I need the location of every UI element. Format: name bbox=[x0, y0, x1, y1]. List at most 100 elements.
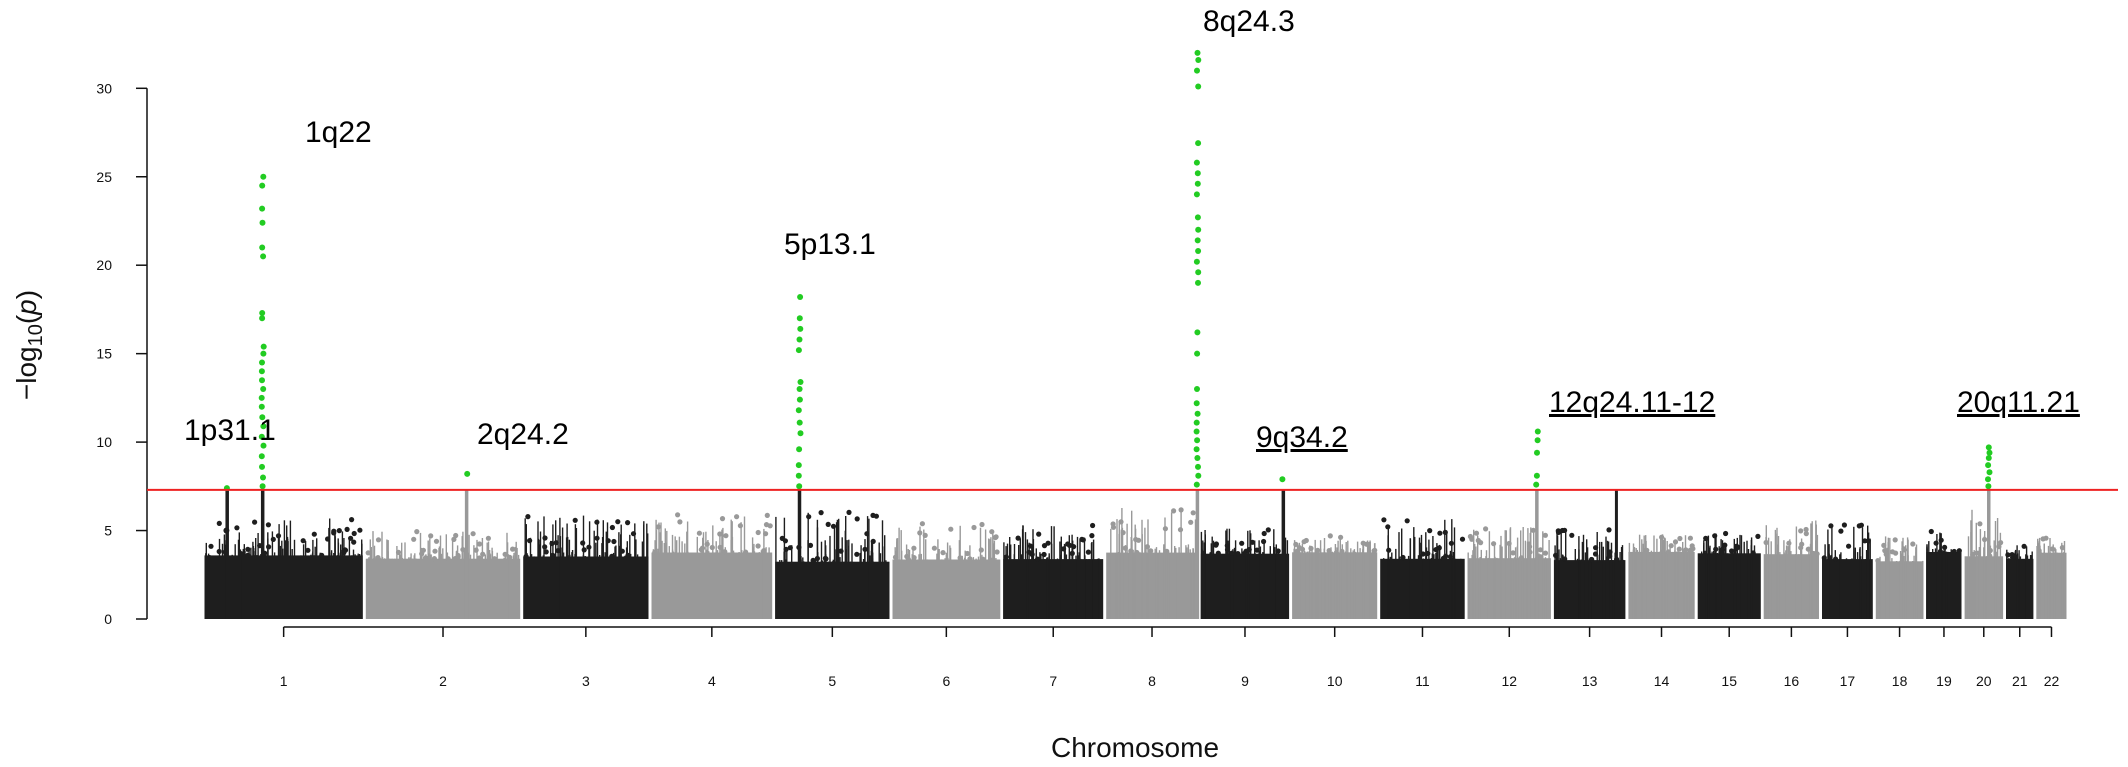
chromosome-13-snps bbox=[1553, 527, 1626, 619]
significant-snp bbox=[1195, 140, 1202, 147]
snp-point bbox=[1315, 547, 1321, 554]
significant-snp bbox=[1194, 170, 1201, 177]
y-tick-label: 25 bbox=[96, 169, 112, 185]
snp-point bbox=[265, 522, 271, 528]
chromosome-11-snps bbox=[1380, 517, 1466, 619]
significant-snp bbox=[1985, 483, 1992, 490]
chromosome-14-snps bbox=[1628, 534, 1696, 619]
chromosome-6-snps bbox=[892, 521, 1001, 619]
snp-point bbox=[717, 531, 723, 537]
significant-snp bbox=[796, 483, 803, 490]
snp-point bbox=[1400, 554, 1406, 561]
snp-point bbox=[1437, 530, 1443, 536]
significant-snp bbox=[258, 433, 265, 440]
significant-snp bbox=[1533, 472, 1540, 479]
snp-point bbox=[1892, 537, 1898, 543]
significant-snp bbox=[1194, 214, 1201, 221]
snp-point bbox=[719, 516, 726, 522]
x-tick-label-chr-2: 2 bbox=[439, 673, 447, 689]
snp-point bbox=[270, 536, 276, 543]
snp-point bbox=[940, 550, 946, 556]
snp-point bbox=[1275, 548, 1281, 554]
significant-snp bbox=[258, 368, 265, 375]
snp-point bbox=[1261, 538, 1267, 545]
snp-point bbox=[1371, 548, 1377, 554]
snp-point bbox=[431, 556, 437, 562]
significant-snp bbox=[1195, 269, 1202, 276]
snp-point bbox=[763, 531, 769, 537]
significant-snp bbox=[259, 182, 266, 189]
snp-point bbox=[1910, 541, 1916, 547]
snp-point bbox=[344, 526, 350, 533]
snp-point bbox=[1537, 547, 1544, 553]
snp-point bbox=[470, 531, 476, 537]
locus-label-2q24-2: 2q24.2 bbox=[477, 418, 569, 451]
snp-point bbox=[238, 551, 244, 557]
significant-snp bbox=[1193, 446, 1200, 453]
snp-point bbox=[473, 547, 479, 553]
chromosome-18-snps bbox=[1875, 536, 1924, 619]
snp-point bbox=[782, 538, 789, 544]
locus-label-8q24-3: 8q24.3 bbox=[1203, 5, 1295, 38]
snp-point bbox=[807, 542, 814, 549]
snp-point bbox=[1229, 550, 1235, 556]
snp-point bbox=[696, 530, 703, 536]
snp-point bbox=[979, 521, 985, 528]
x-tick-label-chr-19: 19 bbox=[1936, 673, 1952, 689]
snp-point bbox=[1722, 542, 1728, 548]
snp-point bbox=[630, 531, 637, 537]
snp-point bbox=[1982, 536, 1988, 543]
snp-point bbox=[723, 533, 729, 539]
snp-point bbox=[331, 528, 337, 534]
significant-snp bbox=[1194, 410, 1201, 417]
chromosome-16-snps bbox=[1763, 520, 1820, 619]
snp-point bbox=[1677, 535, 1683, 542]
snp-point bbox=[476, 541, 483, 547]
snp-point bbox=[971, 524, 977, 531]
x-tick-label-chr-21: 21 bbox=[2012, 673, 2028, 689]
snp-point bbox=[892, 554, 899, 560]
significant-snp bbox=[1985, 455, 1992, 461]
snp-point bbox=[1241, 551, 1247, 557]
snp-point bbox=[1224, 547, 1231, 553]
snp-point bbox=[502, 551, 508, 557]
snp-point bbox=[1136, 537, 1142, 543]
significant-snp bbox=[1534, 449, 1540, 456]
snp-point bbox=[1164, 548, 1170, 555]
x-tick-label-chr-17: 17 bbox=[1840, 673, 1856, 689]
snp-point bbox=[1713, 546, 1719, 552]
snp-point bbox=[1188, 519, 1194, 525]
snp-point bbox=[432, 548, 438, 554]
snp-point bbox=[1689, 543, 1695, 549]
snp-point bbox=[375, 555, 381, 561]
snp-point bbox=[581, 547, 587, 553]
snp-point bbox=[549, 540, 555, 547]
y-tick-label: 20 bbox=[96, 257, 112, 273]
snp-point bbox=[1327, 533, 1333, 539]
snp-point bbox=[1089, 533, 1095, 539]
significant-snp bbox=[1195, 57, 1202, 63]
snp-point bbox=[523, 553, 529, 560]
snp-point bbox=[1735, 544, 1741, 550]
snp-point bbox=[1527, 544, 1533, 550]
chromosome-19-snps bbox=[1926, 528, 1962, 619]
locus-label-1q22: 1q22 bbox=[305, 116, 372, 149]
locus-labels: 1p31.1 1q22 2q24.2 5p13.1 8q24.3 9q34.2 12q24.… bbox=[184, 5, 2080, 454]
snp-point bbox=[275, 533, 282, 539]
snp-point bbox=[1420, 551, 1426, 557]
snp-point bbox=[609, 524, 616, 531]
significant-snp bbox=[796, 315, 803, 322]
snp-point bbox=[1644, 547, 1650, 553]
significant-snp bbox=[1195, 226, 1202, 233]
snp-point bbox=[1881, 542, 1887, 549]
x-tick-label-chr-9: 9 bbox=[1241, 673, 1249, 689]
snp-point bbox=[1933, 540, 1939, 546]
snp-point bbox=[414, 529, 420, 535]
snp-point bbox=[1171, 508, 1177, 514]
snp-point bbox=[1027, 543, 1033, 549]
snp-point bbox=[1928, 528, 1934, 535]
snp-point bbox=[1447, 554, 1453, 560]
snp-point bbox=[1862, 538, 1868, 544]
snp-point bbox=[1122, 545, 1128, 551]
snp-point bbox=[1041, 551, 1047, 558]
